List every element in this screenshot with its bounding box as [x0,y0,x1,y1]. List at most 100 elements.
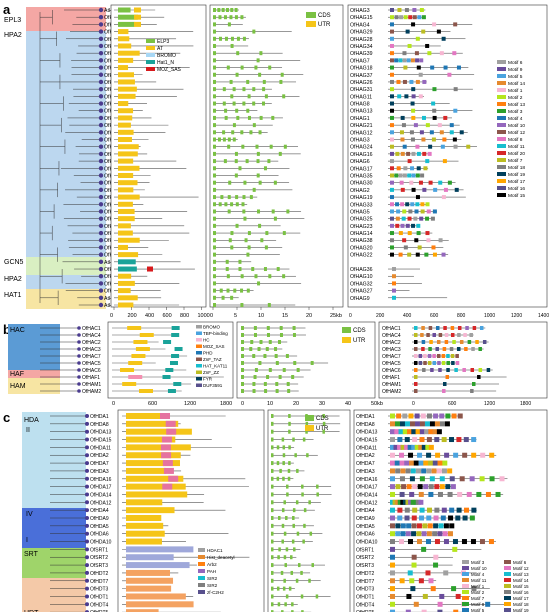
legend-label: Motif 4 [508,116,523,122]
exon-cds [276,586,280,591]
motif-block [431,468,437,474]
protein-domain [134,21,141,27]
tree-gene-label: OfHDA1 [90,414,109,420]
motif-block [418,491,424,497]
exon-cds [230,8,234,12]
exon-cds [296,531,300,536]
exon-cds [252,389,256,393]
exon-cds [241,326,244,330]
exon-cds [241,354,244,358]
motif-block [414,421,420,427]
protein-domain [118,122,131,128]
motif-block [432,429,438,435]
motif-gene-label: OfHDA3 [356,469,375,475]
motif-block [403,15,408,20]
motif-block [399,452,405,458]
axis-label: 600 [163,313,172,319]
exon-cds [316,484,319,489]
motif-block [421,444,427,450]
exon-cds [234,8,238,12]
motif-block [444,333,449,337]
legend-swatch [462,578,469,582]
motif-block [477,375,481,379]
axis-label: 1800 [220,401,232,407]
domain-protein-a [114,7,199,308]
motif-gene-label: OfHAG31 [350,87,373,93]
exon-cds [253,326,257,330]
exon-cds [218,15,222,20]
motif-block [469,515,475,521]
motif-block [405,29,410,34]
legend-label: Motif 11 [508,144,525,150]
motif-block [415,252,420,257]
protein-domain [126,546,194,553]
motif-block [408,413,414,419]
panel-b-label: b [3,322,11,337]
tree-node [77,382,81,386]
motif-gene-label: OfHDA7 [356,461,375,467]
motif-block [399,421,405,427]
motif-block [414,444,420,450]
exon-cds [249,130,253,135]
legend-swatch [198,562,205,566]
motif-block [439,421,445,427]
motif-block [443,539,449,545]
motif-block [390,413,395,419]
exon-cds [292,333,296,337]
motif-block [425,202,430,207]
legend-swatch [497,172,506,176]
exon-cds [241,202,245,207]
motif-block [394,15,399,20]
exon-cds [249,195,253,200]
motif-block [407,159,412,164]
tree-node [98,94,104,99]
tree-node [85,445,89,450]
motif-block [431,101,436,106]
motif-block [412,437,418,443]
motif-gene-label: OfHDA14 [356,492,378,498]
motif-block [438,333,443,337]
motif-block [390,562,395,568]
exon-cds [286,209,290,214]
motif-block [420,413,426,419]
motif-block [426,437,432,443]
motif-block [390,94,394,99]
motif-block [438,238,443,243]
motif-block [470,539,476,545]
motif-block [488,539,494,545]
motif-block [390,252,394,257]
motif-block [398,429,404,435]
tree-gene-label: OfHAC5 [82,361,101,367]
tree-node [77,326,81,330]
exon-cds [242,36,246,41]
legend-label: Motif 2 [508,95,523,101]
legend-label: AT [157,46,163,52]
legend-label: Motif 5 [471,608,485,612]
motif-block [420,333,424,337]
motif-block [414,340,418,344]
motif-block [437,491,443,497]
motif-gene-label: OfHAG8 [350,102,370,108]
exon-cds [240,303,244,307]
motif-block [402,79,407,84]
tree-node [85,484,89,489]
protein-domain [118,29,129,35]
motif-block [400,187,405,192]
motif-gene-label: OfHAC5 [382,361,401,367]
group-bg-hac [8,324,60,370]
axis-label: 600 [430,313,439,319]
motif-structure-a [388,8,477,300]
exon-cds [271,484,274,489]
motif-block [410,202,415,207]
protein-domain [135,347,150,351]
motif-block [480,452,486,458]
exon-cds [223,15,227,20]
exon-cds [279,79,283,84]
motif-block [407,429,413,435]
motif-block [425,539,431,545]
motif-block [402,173,407,178]
motif-block [455,593,461,599]
tree-node [98,202,104,207]
tree-node [85,476,89,481]
motif-block [422,79,427,84]
